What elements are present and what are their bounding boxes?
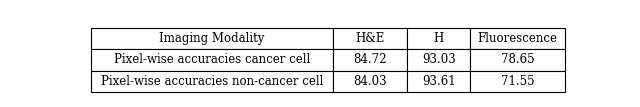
Bar xyxy=(333,71,407,92)
Text: Pixel-wise accuracies cancer cell: Pixel-wise accuracies cancer cell xyxy=(114,53,310,66)
Bar xyxy=(407,71,470,92)
Text: Pixel-wise accuracies non-cancer cell: Pixel-wise accuracies non-cancer cell xyxy=(101,75,323,88)
Bar xyxy=(91,49,333,71)
Text: 84.72: 84.72 xyxy=(353,53,387,66)
Bar xyxy=(470,71,565,92)
Text: Fluorescence: Fluorescence xyxy=(477,32,557,45)
Bar xyxy=(91,28,333,49)
Bar xyxy=(333,49,407,71)
Text: 93.03: 93.03 xyxy=(422,53,456,66)
Bar xyxy=(333,28,407,49)
Bar xyxy=(407,49,470,71)
Text: 71.55: 71.55 xyxy=(501,75,534,88)
Bar xyxy=(407,28,470,49)
Text: H&E: H&E xyxy=(355,32,385,45)
Bar xyxy=(91,71,333,92)
Text: H: H xyxy=(433,32,444,45)
Bar xyxy=(470,49,565,71)
Text: 78.65: 78.65 xyxy=(501,53,534,66)
Text: 93.61: 93.61 xyxy=(422,75,456,88)
Text: Imaging Modality: Imaging Modality xyxy=(159,32,265,45)
Text: 84.03: 84.03 xyxy=(353,75,387,88)
Bar xyxy=(470,28,565,49)
